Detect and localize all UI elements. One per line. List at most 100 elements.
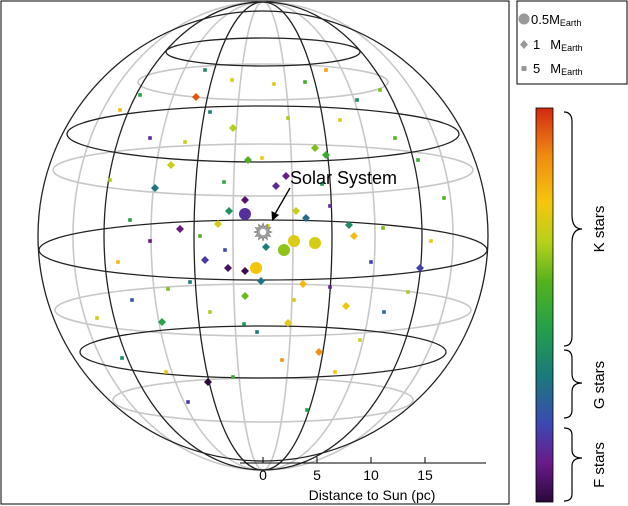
- legend-square-marker: [521, 66, 527, 71]
- planet-point-diamond: [345, 221, 353, 229]
- planet-point-diamond: [272, 182, 280, 190]
- planet-point-diamond: [192, 93, 200, 101]
- planet-point-diamond: [311, 144, 319, 152]
- annotation-arrow: [274, 187, 291, 215]
- planet-point-square: [416, 158, 420, 162]
- planet-point-diamond: [151, 184, 159, 192]
- planet-point-diamond: [167, 161, 175, 169]
- planet-point-square: [382, 310, 386, 314]
- planet-point-square: [95, 316, 99, 320]
- planet-point-diamond: [282, 172, 290, 180]
- planet-point-diamond: [225, 207, 233, 215]
- planet-point-diamond: [241, 196, 249, 204]
- planet-point-square: [130, 298, 134, 302]
- planet-point-square: [230, 78, 234, 82]
- k-stars-label: K stars: [591, 206, 608, 253]
- planet-point-square: [406, 290, 410, 294]
- planet-point-square: [320, 182, 324, 186]
- planet-point-square: [183, 140, 187, 144]
- legend-entry-2: 1 MEarth: [533, 37, 583, 53]
- size-legend: 0.5MEarth 1 MEarth 5 MEarth: [516, 0, 628, 85]
- planet-point-circle: [278, 244, 290, 256]
- f-stars-label: F stars: [591, 442, 608, 488]
- planet-point-square: [286, 116, 290, 120]
- planet-point-square: [292, 298, 296, 302]
- planet-point-diamond: [201, 256, 209, 264]
- planet-point-square: [148, 239, 152, 243]
- planet-point-square: [120, 356, 124, 360]
- planet-point-square: [369, 260, 373, 264]
- legend-entry-3: 5 MEarth: [533, 61, 583, 77]
- planet-point-square: [393, 136, 397, 140]
- planet-point-diamond: [342, 302, 350, 310]
- planet-point-diamond: [204, 378, 212, 386]
- sun-core: [259, 228, 267, 236]
- legend-entry-1: 0.5MEarth: [531, 12, 581, 28]
- f-stars-brace: [563, 427, 583, 502]
- planet-point-square: [328, 204, 332, 208]
- planet-point-diamond: [262, 243, 270, 251]
- planet-point-diamond: [350, 232, 358, 240]
- planet-point-diamond: [416, 264, 424, 272]
- planet-point-square: [166, 287, 170, 291]
- data-points: [95, 68, 446, 412]
- planet-point-square: [116, 260, 120, 264]
- planet-point-square: [188, 280, 192, 284]
- planet-point-circle: [309, 237, 321, 249]
- planet-point-square: [305, 408, 309, 412]
- k-stars-brace: [563, 111, 583, 347]
- planet-point-square: [208, 310, 212, 314]
- planet-point-square: [378, 88, 382, 92]
- x-axis: 0 5 10 15 Distance to Sun (pc): [240, 457, 486, 503]
- planet-point-square: [208, 110, 212, 114]
- x-tick-label: 15: [417, 467, 433, 483]
- x-axis-label: Distance to Sun (pc): [309, 487, 436, 503]
- planet-point-square: [328, 285, 332, 289]
- planet-point-square: [186, 400, 190, 404]
- planet-point-square: [231, 375, 235, 379]
- planet-point-square: [118, 108, 122, 112]
- size-legend-frame: [516, 0, 628, 85]
- planet-point-square: [442, 196, 446, 200]
- planet-point-square: [203, 68, 207, 72]
- planet-point-diamond: [229, 124, 237, 132]
- x-tick-label: 5: [313, 467, 321, 483]
- planet-point-square: [242, 322, 246, 326]
- planet-point-diamond: [176, 225, 184, 233]
- planet-point-square: [148, 136, 152, 140]
- sphere-outline: [37, 1, 489, 471]
- planet-point-diamond: [214, 220, 222, 228]
- planet-point-diamond: [158, 318, 166, 326]
- planet-point-square: [333, 370, 337, 374]
- planet-point-square: [303, 80, 307, 84]
- plot-frame: [0, 0, 510, 505]
- planet-point-circle: [250, 262, 262, 274]
- solar-system-label: Solar System: [290, 168, 397, 188]
- planet-point-diamond: [299, 280, 307, 288]
- planet-point-diamond: [257, 277, 265, 285]
- planet-point-square: [355, 98, 359, 102]
- planet-point-square: [338, 118, 342, 122]
- planet-point-square: [223, 248, 227, 252]
- planet-point-square: [358, 338, 362, 342]
- g-stars-label: G stars: [591, 361, 608, 409]
- planet-point-square: [260, 156, 264, 160]
- planet-point-square: [108, 178, 112, 182]
- colorbar-gradient: [535, 107, 554, 503]
- x-tick-label: 10: [363, 467, 379, 483]
- planet-point-diamond: [224, 264, 232, 272]
- annotation-arrowhead: [271, 211, 279, 221]
- planet-point-square: [280, 358, 284, 362]
- planet-point-square: [222, 180, 226, 184]
- planet-point-square: [198, 234, 202, 238]
- colorbar: K stars G stars F stars: [535, 107, 608, 503]
- planet-point-square: [266, 224, 270, 228]
- planet-point-diamond: [292, 207, 300, 215]
- planet-point-diamond: [284, 319, 292, 327]
- planet-point-square: [324, 68, 328, 72]
- planet-point-diamond: [315, 348, 323, 356]
- planet-point-square: [138, 93, 142, 97]
- legend-circle-marker: [518, 13, 530, 25]
- planet-point-square: [128, 218, 132, 222]
